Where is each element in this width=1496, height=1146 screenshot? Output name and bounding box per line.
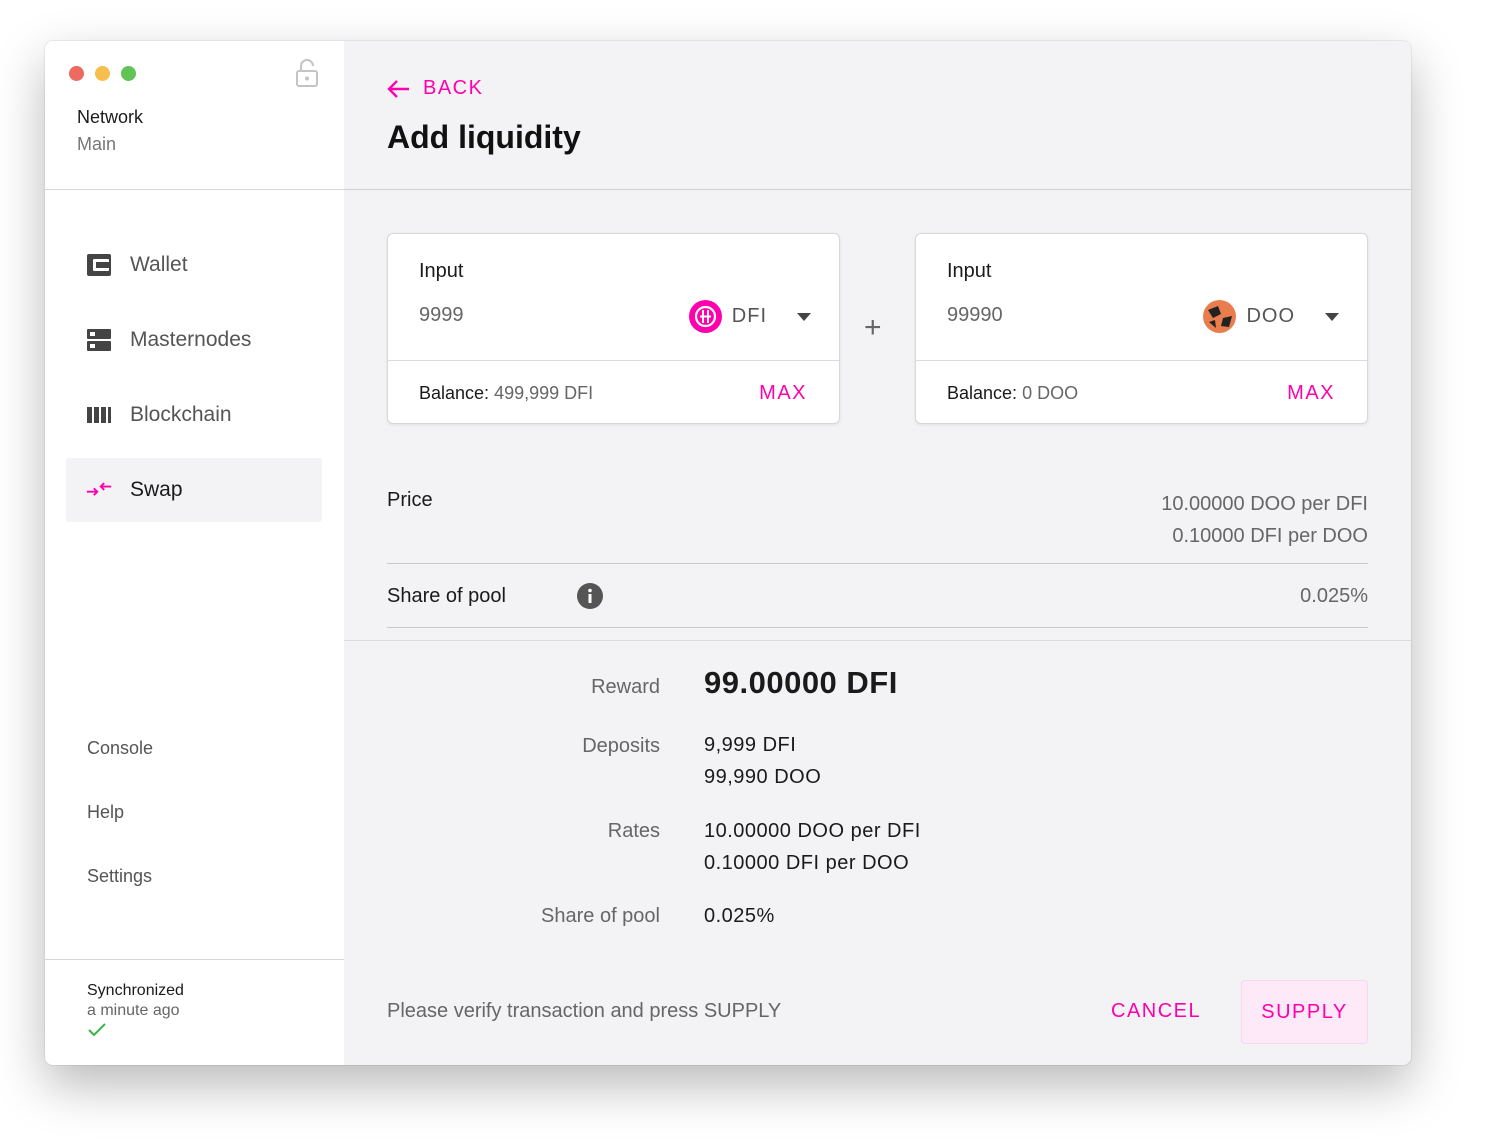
- sidebar-item-masternodes[interactable]: Masternodes: [66, 308, 322, 372]
- sidebar-item-label: Wallet: [130, 253, 188, 276]
- maximize-window-button[interactable]: [121, 66, 136, 81]
- app-window: Network Main Wallet: [45, 41, 1411, 1065]
- balance: Balance: 0 DOO: [947, 383, 1078, 404]
- main-content: BACK Add liquidity Input DFI Balance:: [344, 41, 1411, 1065]
- token-name: DFI: [731, 305, 767, 327]
- sidebar: Network Main Wallet: [45, 41, 344, 1065]
- price-divider: [387, 563, 1368, 564]
- balance: Balance: 499,999 DFI: [419, 383, 593, 404]
- sidebar-item-label: Blockchain: [130, 403, 232, 426]
- plus-icon: +: [864, 311, 882, 344]
- share-divider: [387, 627, 1368, 628]
- card-divider: [388, 360, 839, 361]
- sync-title: Synchronized: [87, 982, 184, 999]
- balance-value: 0 DOO: [1022, 383, 1079, 403]
- sidebar-item-swap[interactable]: Swap: [66, 458, 322, 522]
- caret-down-icon: [1325, 312, 1339, 321]
- token-select-doo[interactable]: DOO: [1203, 300, 1339, 333]
- summary-share-value: 0.025%: [704, 905, 775, 927]
- rates-values: 10.00000 DOO per DFI 0.10000 DFI per DOO: [704, 815, 921, 879]
- token-select-dfi[interactable]: DFI: [688, 300, 811, 333]
- reward-value: 99.00000 DFI: [704, 665, 898, 700]
- server-icon: [86, 328, 112, 352]
- network-label: Network: [77, 107, 144, 127]
- doo-token-icon: [1203, 300, 1237, 333]
- swap-icon: [86, 478, 112, 502]
- sidebar-item-settings[interactable]: Settings: [87, 866, 153, 886]
- caret-down-icon: [797, 312, 811, 321]
- minimize-window-button[interactable]: [95, 66, 110, 81]
- summary-share-label: Share of pool: [541, 905, 660, 927]
- price-values: 10.00000 DOO per DFI 0.10000 DFI per DOO: [1161, 488, 1368, 552]
- window-controls: [69, 66, 136, 81]
- input-label: Input: [419, 260, 464, 282]
- input-card-doo: Input DOO Balance: 0 DOO MAX: [915, 233, 1368, 424]
- verify-message: Please verify transaction and press SUPP…: [387, 1000, 782, 1022]
- sidebar-item-label: Swap: [130, 478, 183, 501]
- back-button[interactable]: BACK: [387, 77, 483, 100]
- reward-label: Reward: [591, 676, 660, 698]
- cancel-button[interactable]: CANCEL: [1111, 1000, 1202, 1022]
- rate-line-2: 0.10000 DFI per DOO: [704, 852, 910, 874]
- header-divider: [344, 189, 1411, 190]
- sidebar-subnav: Console Help Settings: [87, 738, 153, 930]
- sync-time: a minute ago: [87, 1002, 180, 1019]
- share-label: Share of pool: [387, 585, 506, 607]
- blocks-icon: [86, 403, 112, 427]
- token-name: DOO: [1246, 305, 1295, 327]
- deposits-label: Deposits: [582, 735, 660, 757]
- arrow-left-icon: [387, 79, 409, 98]
- rates-label: Rates: [607, 820, 660, 842]
- deposit-line-2: 99,990 DOO: [704, 766, 822, 788]
- rate-line-1: 10.00000 DOO per DFI: [704, 820, 921, 842]
- input-label: Input: [947, 260, 992, 282]
- sidebar-item-help[interactable]: Help: [87, 802, 125, 822]
- supply-button[interactable]: SUPPLY: [1241, 980, 1368, 1044]
- sidebar-item-label: Masternodes: [130, 328, 252, 351]
- dfi-token-icon: [688, 300, 722, 333]
- summary-divider: [344, 640, 1411, 641]
- sync-divider: [45, 959, 344, 960]
- check-icon: [87, 1022, 184, 1043]
- price-line-2: 0.10000 DFI per DOO: [1172, 525, 1368, 547]
- page-title: Add liquidity: [387, 119, 581, 155]
- sync-status: Synchronized a minute ago: [87, 982, 184, 1043]
- sidebar-nav: Wallet Masternodes: [66, 233, 322, 533]
- wallet-icon: [86, 253, 112, 277]
- input-card-dfi: Input DFI Balance: 499,999 DFI MAX: [387, 233, 840, 424]
- balance-value: 499,999 DFI: [494, 383, 594, 403]
- deposit-line-1: 9,999 DFI: [704, 734, 797, 756]
- balance-label: Balance:: [947, 383, 1018, 403]
- max-button[interactable]: MAX: [759, 382, 807, 404]
- network-value: Main: [77, 134, 117, 154]
- sidebar-item-console[interactable]: Console: [87, 738, 154, 758]
- sidebar-item-blockchain[interactable]: Blockchain: [66, 383, 322, 447]
- back-label: BACK: [423, 77, 484, 99]
- sidebar-divider: [45, 189, 344, 190]
- amount-input[interactable]: [419, 304, 639, 327]
- lock-icon[interactable]: [295, 59, 319, 87]
- network-info: Network Main: [77, 107, 143, 155]
- max-button[interactable]: MAX: [1287, 382, 1335, 404]
- sidebar-item-wallet[interactable]: Wallet: [66, 233, 322, 297]
- price-label: Price: [387, 489, 433, 511]
- amount-input[interactable]: [947, 304, 1167, 327]
- price-line-1: 10.00000 DOO per DFI: [1161, 493, 1368, 515]
- balance-label: Balance:: [419, 383, 490, 403]
- deposits-values: 9,999 DFI 99,990 DOO: [704, 729, 821, 793]
- info-icon[interactable]: [577, 583, 603, 609]
- share-value: 0.025%: [1300, 585, 1368, 607]
- card-divider: [916, 360, 1367, 361]
- close-window-button[interactable]: [69, 66, 84, 81]
